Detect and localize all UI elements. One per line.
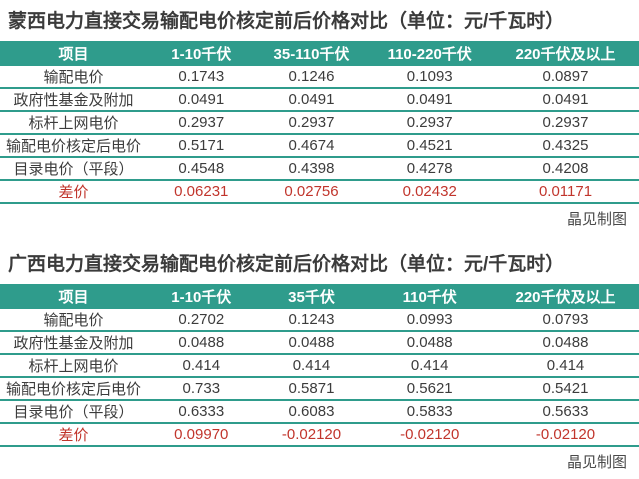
row-label: 政府性基金及附加: [0, 88, 147, 112]
table-row: 输配电价核定后电价 0.5171 0.4674 0.4521 0.4325: [0, 134, 639, 158]
price-cell: 0.2937: [367, 111, 492, 135]
column-header: 项目: [0, 41, 147, 66]
row-label: 政府性基金及附加: [0, 331, 147, 355]
mengxi-price-table: 项目 1-10千伏 35-110千伏 110-220千伏 220千伏及以上 输配电价 0.1…: [0, 41, 639, 204]
price-cell: 0.414: [492, 354, 639, 378]
price-cell: 0.4674: [255, 134, 368, 158]
mengxi-table-title: 蒙西电力直接交易输配电价核定前后价格对比（单位：元/千瓦时）: [8, 11, 565, 32]
price-cell: 0.5171: [146, 134, 256, 158]
mengxi-table-section: 蒙西电力直接交易输配电价核定前后价格对比（单位：元/千瓦时） 项目 1-10千伏 3…: [0, 0, 639, 235]
price-cell: 0.0491: [367, 88, 492, 112]
price-cell: 0.0993: [367, 309, 492, 332]
price-cell: 0.0488: [146, 331, 256, 355]
price-cell: 0.1093: [367, 66, 492, 89]
price-cell: 0.1743: [146, 66, 256, 89]
price-cell: 0.2937: [255, 111, 368, 135]
column-header: 220千伏及以上: [492, 284, 639, 309]
price-cell: 0.733: [146, 377, 256, 401]
row-label: 差价: [0, 180, 147, 204]
price-cell: 0.0897: [492, 66, 639, 89]
price-cell: 0.0488: [255, 331, 368, 355]
price-cell: 0.6333: [146, 400, 256, 424]
price-cell: 0.4208: [492, 157, 639, 181]
row-label: 输配电价: [0, 66, 147, 89]
price-cell: 0.0488: [367, 331, 492, 355]
price-cell: 0.02432: [367, 180, 492, 204]
price-cell: 0.5871: [255, 377, 368, 401]
credit-label: 晶见制图: [566, 211, 627, 228]
row-label: 标杆上网电价: [0, 111, 147, 135]
guangxi-table-section: 广西电力直接交易输配电价核定前后价格对比（单位：元/千瓦时） 项目 1-10千伏 3…: [0, 235, 639, 478]
row-label: 标杆上网电价: [0, 354, 147, 378]
price-cell: 0.02756: [255, 180, 368, 204]
credit-label: 晶见制图: [566, 454, 627, 471]
price-cell: -0.02120: [367, 423, 492, 447]
price-cell: 0.4548: [146, 157, 256, 181]
price-cell: 0.4278: [367, 157, 492, 181]
price-cell: 0.414: [146, 354, 256, 378]
price-cell: -0.02120: [492, 423, 639, 447]
table-row: 标杆上网电价 0.414 0.414 0.414 0.414: [0, 354, 639, 378]
column-header: 项目: [0, 284, 147, 309]
row-label: 输配电价核定后电价: [0, 377, 147, 401]
column-header: 35-110千伏: [255, 41, 368, 66]
column-header: 110-220千伏: [367, 41, 492, 66]
column-header: 1-10千伏: [146, 41, 256, 66]
price-cell: 0.01171: [492, 180, 639, 204]
price-cell: 0.0793: [492, 309, 639, 332]
table-row: 政府性基金及附加 0.0491 0.0491 0.0491 0.0491: [0, 88, 639, 112]
price-cell: 0.2937: [146, 111, 256, 135]
price-cell: 0.4325: [492, 134, 639, 158]
column-header: 35千伏: [255, 284, 368, 309]
price-cell: 0.0491: [492, 88, 639, 112]
table-row: 标杆上网电价 0.2937 0.2937 0.2937 0.2937: [0, 111, 639, 135]
table-row: 输配电价 0.2702 0.1243 0.0993 0.0793: [0, 309, 639, 332]
price-cell: 0.5421: [492, 377, 639, 401]
price-cell: 0.414: [367, 354, 492, 378]
price-cell: 0.5621: [367, 377, 492, 401]
row-label: 差价: [0, 423, 147, 447]
price-cell: 0.06231: [146, 180, 256, 204]
header-row: 项目 1-10千伏 35-110千伏 110-220千伏 220千伏及以上: [0, 41, 639, 66]
price-cell: 0.4521: [367, 134, 492, 158]
diff-row: 差价 0.09970 -0.02120 -0.02120 -0.02120: [0, 423, 639, 447]
price-cell: 0.2937: [492, 111, 639, 135]
price-cell: 0.0491: [255, 88, 368, 112]
price-cell: 0.0488: [492, 331, 639, 355]
row-label: 目录电价（平段）: [0, 157, 147, 181]
price-cell: 0.1243: [255, 309, 368, 332]
price-cell: 0.2702: [146, 309, 256, 332]
diff-row: 差价 0.06231 0.02756 0.02432 0.01171: [0, 180, 639, 204]
table-row: 输配电价 0.1743 0.1246 0.1093 0.0897: [0, 66, 639, 89]
row-label: 输配电价: [0, 309, 147, 332]
column-header: 220千伏及以上: [492, 41, 639, 66]
price-cell: -0.02120: [255, 423, 368, 447]
column-header: 110千伏: [367, 284, 492, 309]
guangxi-table-title: 广西电力直接交易输配电价核定前后价格对比（单位：元/千瓦时）: [8, 254, 565, 275]
header-row: 项目 1-10千伏 35千伏 110千伏 220千伏及以上: [0, 284, 639, 309]
price-cell: 0.5633: [492, 400, 639, 424]
table-row: 目录电价（平段） 0.4548 0.4398 0.4278 0.4208: [0, 157, 639, 181]
price-cell: 0.6083: [255, 400, 368, 424]
price-cell: 0.5833: [367, 400, 492, 424]
row-label: 目录电价（平段）: [0, 400, 147, 424]
guangxi-price-table: 项目 1-10千伏 35千伏 110千伏 220千伏及以上 输配电价 0.2702 0.124…: [0, 284, 639, 447]
column-header: 1-10千伏: [146, 284, 256, 309]
row-label: 输配电价核定后电价: [0, 134, 147, 158]
table-row: 政府性基金及附加 0.0488 0.0488 0.0488 0.0488: [0, 331, 639, 355]
price-cell: 0.4398: [255, 157, 368, 181]
table-row: 目录电价（平段） 0.6333 0.6083 0.5833 0.5633: [0, 400, 639, 424]
table-row: 输配电价核定后电价 0.733 0.5871 0.5621 0.5421: [0, 377, 639, 401]
price-cell: 0.414: [255, 354, 368, 378]
price-cell: 0.1246: [255, 66, 368, 89]
price-cell: 0.0491: [146, 88, 256, 112]
price-cell: 0.09970: [146, 423, 256, 447]
